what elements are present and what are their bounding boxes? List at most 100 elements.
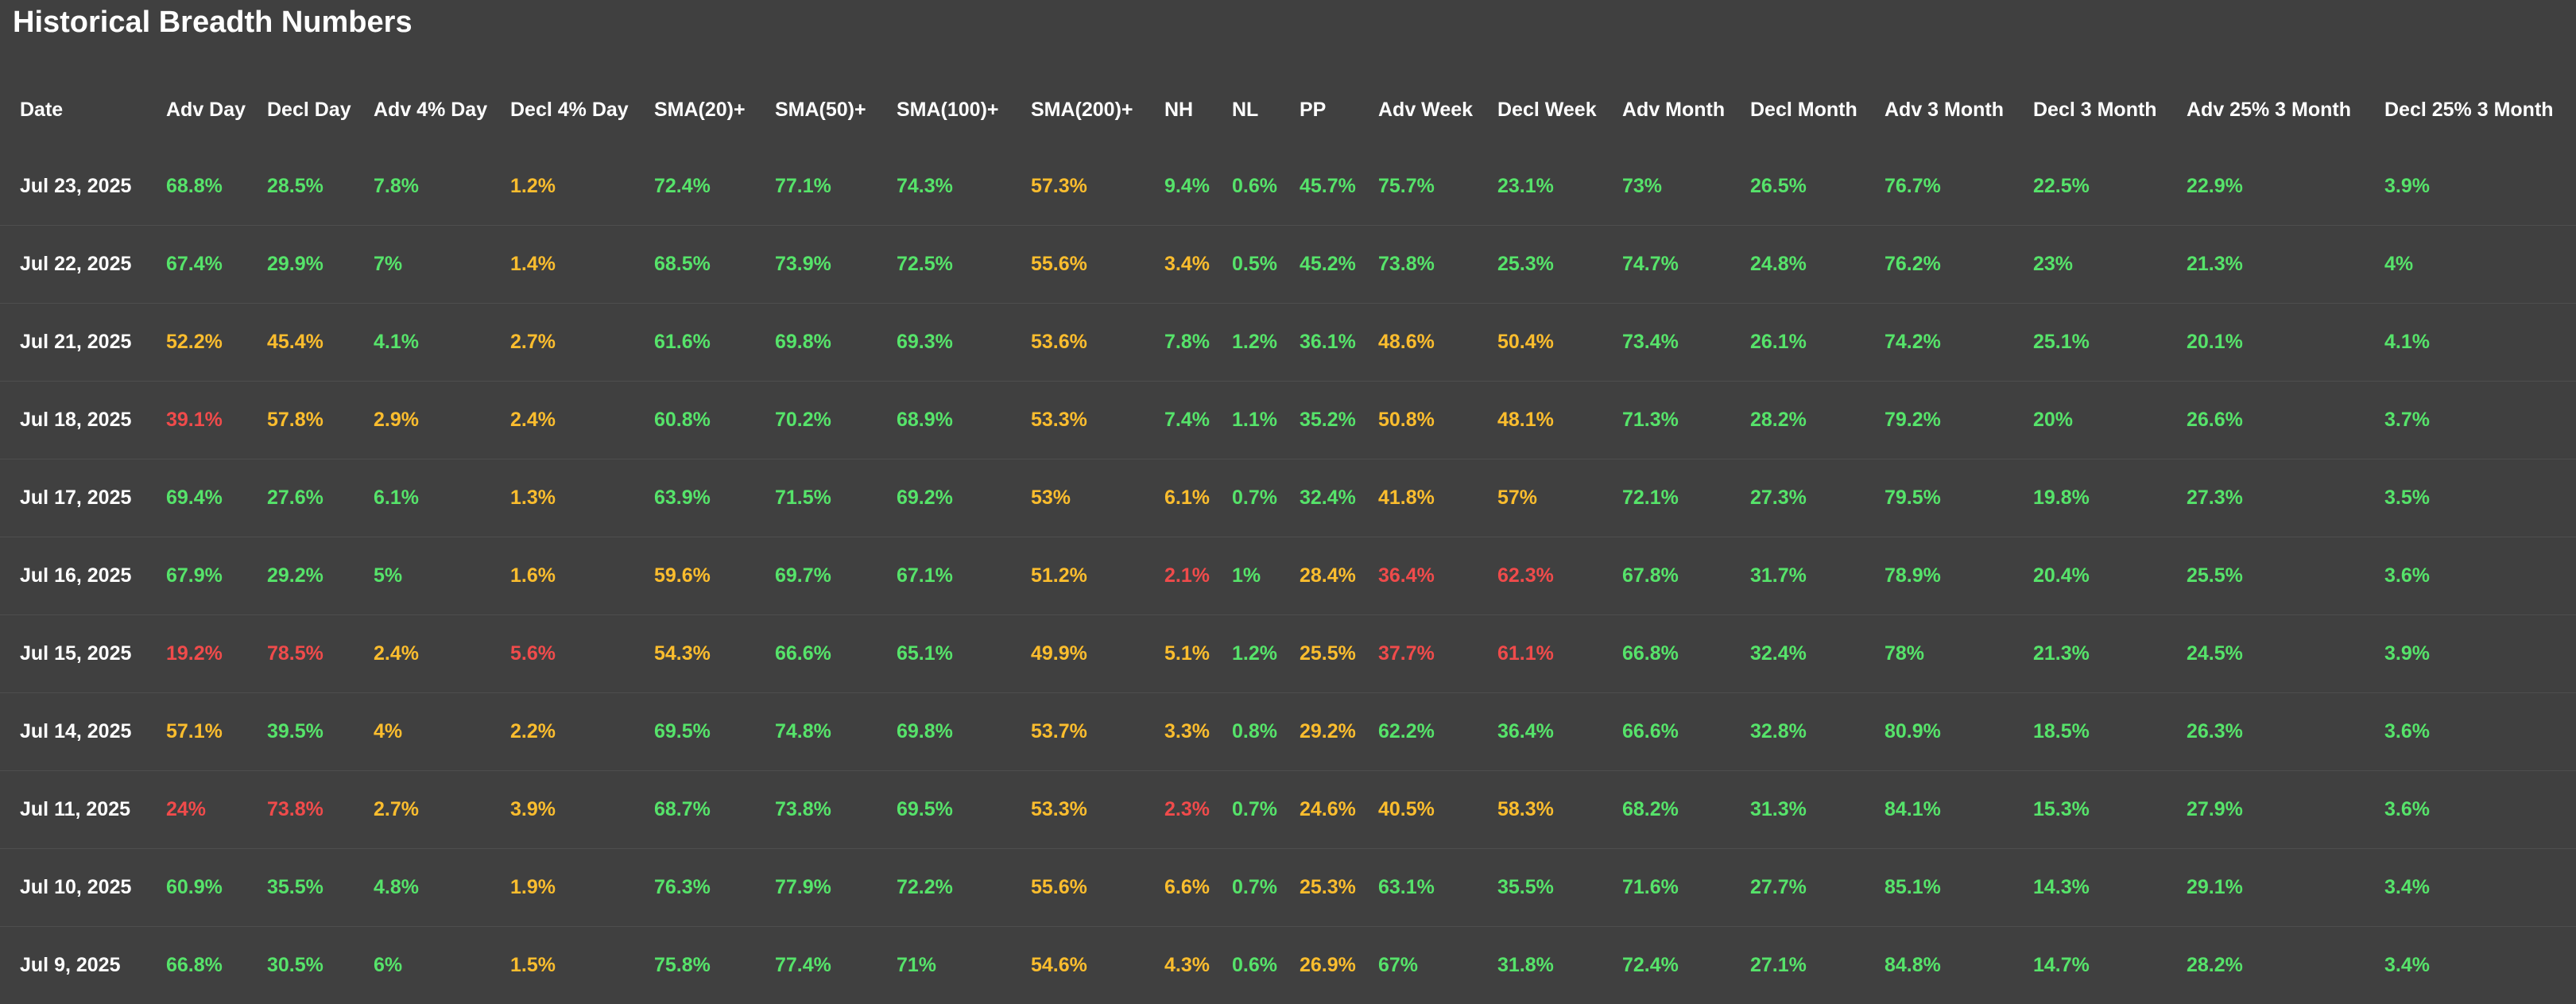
cell-nl: 0.7% [1212, 459, 1280, 537]
date-cell: Jul 17, 2025 [0, 459, 146, 537]
cell-pp: 35.2% [1280, 382, 1358, 459]
cell-sma-20: 63.9% [634, 459, 755, 537]
cell-nh: 2.3% [1145, 771, 1212, 849]
cell-nl: 0.8% [1212, 693, 1280, 771]
cell-adv-3-month: 76.7% [1865, 148, 2013, 226]
column-header-decl-month[interactable]: Decl Month [1730, 72, 1865, 148]
cell-adv-month: 67.8% [1602, 537, 1730, 615]
cell-adv-week: 36.4% [1358, 537, 1478, 615]
cell-decl-3-month: 23% [2013, 226, 2167, 304]
column-header-decl-day[interactable]: Decl Day [247, 72, 354, 148]
cell-adv-day: 60.9% [146, 849, 247, 927]
cell-adv-25pct-3-month: 28.2% [2167, 927, 2365, 1004]
column-header-date[interactable]: Date [0, 72, 146, 148]
cell-sma-100: 65.1% [877, 615, 1011, 693]
column-header-pp[interactable]: PP [1280, 72, 1358, 148]
cell-adv-month: 73% [1602, 148, 1730, 226]
cell-nl: 1.2% [1212, 304, 1280, 382]
cell-sma-200: 53.7% [1011, 693, 1145, 771]
cell-decl-25pct-3-month: 4.1% [2365, 304, 2576, 382]
cell-nl: 0.6% [1212, 927, 1280, 1004]
cell-adv-month: 72.1% [1602, 459, 1730, 537]
cell-nl: 1% [1212, 537, 1280, 615]
cell-decl-4pct-day: 2.4% [490, 382, 634, 459]
column-header-nh[interactable]: NH [1145, 72, 1212, 148]
cell-adv-day: 39.1% [146, 382, 247, 459]
cell-decl-week: 25.3% [1478, 226, 1602, 304]
cell-decl-month: 27.3% [1730, 459, 1865, 537]
column-header-sma-50[interactable]: SMA(50)+ [755, 72, 877, 148]
column-header-adv-week[interactable]: Adv Week [1358, 72, 1478, 148]
cell-nl: 0.6% [1212, 148, 1280, 226]
cell-sma-200: 53.6% [1011, 304, 1145, 382]
cell-nl: 0.7% [1212, 849, 1280, 927]
cell-sma-20: 60.8% [634, 382, 755, 459]
column-header-sma-20[interactable]: SMA(20)+ [634, 72, 755, 148]
cell-adv-4pct-day: 4.8% [354, 849, 490, 927]
cell-sma-50: 73.8% [755, 771, 877, 849]
cell-decl-3-month: 19.8% [2013, 459, 2167, 537]
cell-sma-100: 71% [877, 927, 1011, 1004]
cell-adv-25pct-3-month: 29.1% [2167, 849, 2365, 927]
cell-decl-25pct-3-month: 3.7% [2365, 382, 2576, 459]
cell-decl-week: 61.1% [1478, 615, 1602, 693]
cell-decl-4pct-day: 1.3% [490, 459, 634, 537]
cell-decl-day: 29.9% [247, 226, 354, 304]
cell-sma-200: 55.6% [1011, 226, 1145, 304]
column-header-decl-25pct-3-month[interactable]: Decl 25% 3 Month [2365, 72, 2576, 148]
column-header-adv-4pct-day[interactable]: Adv 4% Day [354, 72, 490, 148]
cell-adv-week: 48.6% [1358, 304, 1478, 382]
cell-decl-week: 35.5% [1478, 849, 1602, 927]
cell-adv-week: 37.7% [1358, 615, 1478, 693]
date-cell: Jul 15, 2025 [0, 615, 146, 693]
cell-decl-4pct-day: 1.9% [490, 849, 634, 927]
cell-sma-20: 72.4% [634, 148, 755, 226]
cell-sma-20: 75.8% [634, 927, 755, 1004]
cell-decl-month: 31.3% [1730, 771, 1865, 849]
cell-decl-25pct-3-month: 3.9% [2365, 148, 2576, 226]
cell-decl-day: 35.5% [247, 849, 354, 927]
column-header-decl-week[interactable]: Decl Week [1478, 72, 1602, 148]
cell-adv-month: 68.2% [1602, 771, 1730, 849]
cell-adv-3-month: 74.2% [1865, 304, 2013, 382]
cell-nh: 2.1% [1145, 537, 1212, 615]
cell-adv-day: 69.4% [146, 459, 247, 537]
column-header-adv-3-month[interactable]: Adv 3 Month [1865, 72, 2013, 148]
cell-adv-25pct-3-month: 22.9% [2167, 148, 2365, 226]
column-header-decl-4pct-day[interactable]: Decl 4% Day [490, 72, 634, 148]
column-header-decl-3-month[interactable]: Decl 3 Month [2013, 72, 2167, 148]
cell-adv-25pct-3-month: 26.3% [2167, 693, 2365, 771]
cell-nl: 0.7% [1212, 771, 1280, 849]
cell-adv-25pct-3-month: 20.1% [2167, 304, 2365, 382]
column-header-sma-100[interactable]: SMA(100)+ [877, 72, 1011, 148]
cell-decl-4pct-day: 1.2% [490, 148, 634, 226]
cell-sma-20: 61.6% [634, 304, 755, 382]
cell-nh: 3.3% [1145, 693, 1212, 771]
cell-adv-3-month: 84.8% [1865, 927, 2013, 1004]
cell-adv-3-month: 79.2% [1865, 382, 2013, 459]
column-header-nl[interactable]: NL [1212, 72, 1280, 148]
cell-adv-25pct-3-month: 21.3% [2167, 226, 2365, 304]
column-header-adv-month[interactable]: Adv Month [1602, 72, 1730, 148]
cell-decl-day: 30.5% [247, 927, 354, 1004]
cell-adv-3-month: 78.9% [1865, 537, 2013, 615]
cell-adv-3-month: 80.9% [1865, 693, 2013, 771]
cell-nh: 9.4% [1145, 148, 1212, 226]
column-header-sma-200[interactable]: SMA(200)+ [1011, 72, 1145, 148]
cell-decl-3-month: 25.1% [2013, 304, 2167, 382]
column-header-adv-25pct-3-month[interactable]: Adv 25% 3 Month [2167, 72, 2365, 148]
cell-pp: 24.6% [1280, 771, 1358, 849]
cell-sma-100: 69.2% [877, 459, 1011, 537]
cell-nh: 5.1% [1145, 615, 1212, 693]
cell-pp: 29.2% [1280, 693, 1358, 771]
column-header-adv-day[interactable]: Adv Day [146, 72, 247, 148]
cell-decl-week: 48.1% [1478, 382, 1602, 459]
cell-decl-25pct-3-month: 3.6% [2365, 537, 2576, 615]
cell-sma-100: 74.3% [877, 148, 1011, 226]
